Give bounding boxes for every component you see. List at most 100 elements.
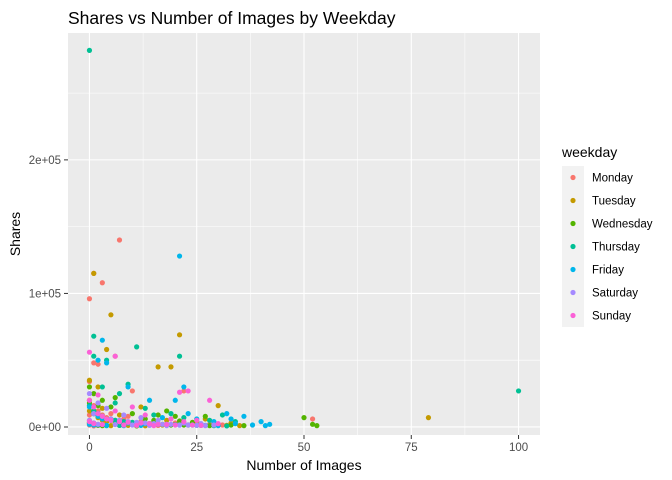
chart-title: Shares vs Number of Images by Weekday bbox=[68, 8, 396, 28]
point-tuesday bbox=[155, 364, 161, 370]
point-tuesday bbox=[108, 423, 114, 429]
x-axis-title: Number of Images bbox=[246, 457, 361, 473]
point-tuesday bbox=[164, 417, 170, 423]
point-sunday bbox=[86, 349, 93, 355]
point-sunday bbox=[95, 411, 101, 417]
legend-label-monday: Monday bbox=[592, 173, 633, 185]
point-sunday bbox=[95, 392, 101, 398]
point-saturday bbox=[104, 405, 110, 411]
point-monday bbox=[181, 388, 187, 394]
point-thursday bbox=[86, 47, 93, 53]
point-wednesday bbox=[99, 397, 105, 403]
point-wednesday bbox=[112, 395, 118, 401]
point-thursday bbox=[181, 415, 187, 421]
x-tick-label: 75 bbox=[405, 442, 418, 454]
point-wednesday bbox=[108, 404, 114, 410]
point-wednesday bbox=[241, 423, 247, 429]
point-sunday bbox=[86, 397, 93, 403]
point-monday bbox=[116, 237, 123, 243]
point-saturday bbox=[129, 422, 135, 428]
point-thursday bbox=[112, 417, 118, 423]
point-friday bbox=[176, 253, 183, 259]
point-monday bbox=[99, 280, 105, 286]
point-friday bbox=[159, 415, 165, 421]
point-thursday bbox=[515, 388, 522, 394]
point-monday bbox=[219, 422, 226, 428]
legend-items: Monday Tuesday Wednesday Thursday Friday Satu… bbox=[562, 166, 653, 327]
point-wednesday bbox=[142, 416, 148, 422]
point-monday bbox=[125, 413, 131, 419]
point-friday bbox=[262, 423, 268, 429]
point-sunday bbox=[181, 419, 187, 425]
point-sunday bbox=[176, 389, 183, 395]
point-friday bbox=[172, 397, 178, 403]
legend-item-thursday: Thursday bbox=[562, 235, 640, 258]
point-sunday bbox=[116, 419, 123, 425]
x-axis: 0 25 50 75 100 bbox=[86, 435, 528, 454]
point-thursday bbox=[134, 344, 140, 350]
point-sunday bbox=[189, 422, 196, 428]
legend-item-friday: Friday bbox=[562, 258, 624, 281]
point-friday bbox=[181, 384, 187, 390]
point-tuesday bbox=[95, 384, 101, 390]
point-friday bbox=[86, 404, 93, 410]
point-friday bbox=[99, 337, 105, 343]
point-sunday bbox=[155, 421, 161, 427]
point-sunday bbox=[138, 420, 144, 426]
point-thursday bbox=[142, 405, 148, 411]
legend-item-wednesday: Wednesday bbox=[562, 212, 653, 235]
point-sunday bbox=[86, 419, 93, 425]
x-tick-label: 0 bbox=[86, 442, 92, 454]
point-wednesday bbox=[301, 415, 307, 421]
y-tick-label: 2e+05 bbox=[29, 155, 61, 167]
point-thursday bbox=[99, 384, 105, 390]
legend-label-tuesday: Tuesday bbox=[592, 196, 636, 208]
point-sunday bbox=[112, 353, 118, 359]
y-axis: 0e+00 1e+05 2e+05 bbox=[29, 155, 68, 434]
legend-key-sunday bbox=[570, 312, 576, 319]
point-sunday bbox=[198, 422, 204, 428]
legend-key-tuesday bbox=[570, 197, 576, 204]
point-wednesday bbox=[314, 423, 320, 429]
point-wednesday bbox=[207, 423, 213, 429]
point-sunday bbox=[151, 423, 157, 429]
point-friday bbox=[185, 411, 191, 417]
point-sunday bbox=[168, 416, 174, 422]
point-tuesday bbox=[86, 377, 93, 383]
point-monday bbox=[309, 416, 316, 422]
point-monday bbox=[86, 296, 93, 302]
point-sunday bbox=[99, 413, 105, 419]
point-thursday bbox=[207, 417, 213, 423]
point-tuesday bbox=[176, 332, 183, 338]
point-tuesday bbox=[138, 404, 144, 410]
legend-key-wednesday bbox=[570, 220, 576, 227]
point-monday bbox=[95, 361, 101, 367]
point-tuesday bbox=[91, 270, 97, 276]
point-friday bbox=[95, 357, 101, 363]
point-friday bbox=[267, 421, 273, 427]
point-sunday bbox=[194, 417, 200, 423]
point-saturday bbox=[185, 422, 191, 428]
point-sunday bbox=[207, 397, 213, 403]
point-monday bbox=[86, 412, 93, 418]
point-sunday bbox=[112, 408, 118, 414]
point-friday bbox=[249, 422, 256, 428]
point-tuesday bbox=[215, 403, 221, 409]
point-saturday bbox=[95, 421, 101, 427]
point-friday bbox=[224, 411, 230, 417]
legend-item-monday: Monday bbox=[562, 166, 633, 189]
point-sunday bbox=[91, 404, 97, 410]
point-wednesday bbox=[176, 418, 183, 424]
point-wednesday bbox=[86, 384, 93, 390]
point-saturday bbox=[168, 421, 174, 427]
point-friday bbox=[232, 421, 238, 427]
legend-key-saturday bbox=[570, 289, 576, 296]
point-wednesday bbox=[129, 411, 135, 417]
point-sunday bbox=[142, 412, 148, 418]
point-saturday bbox=[138, 415, 144, 421]
point-monday bbox=[129, 388, 135, 394]
legend: weekday Monday Tuesday Wednesday Thursday Fr… bbox=[561, 144, 653, 327]
point-friday bbox=[146, 397, 153, 403]
legend-key-friday bbox=[570, 266, 576, 273]
point-thursday bbox=[168, 411, 174, 417]
